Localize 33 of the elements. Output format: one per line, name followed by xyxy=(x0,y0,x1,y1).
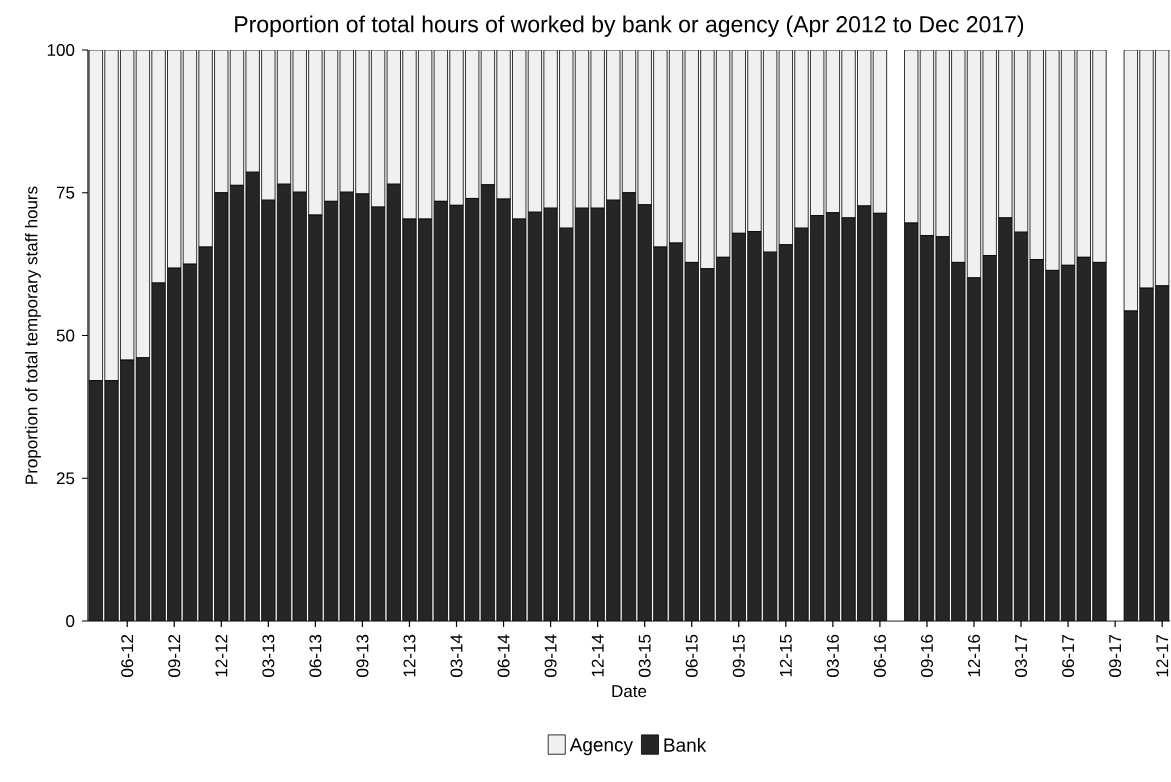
x-tick-label: 12-12 xyxy=(215,634,228,677)
x-tick-label: 06-16 xyxy=(873,634,886,677)
x-tick-label: 09-15 xyxy=(732,634,745,677)
legend-label: Agency xyxy=(569,738,634,756)
chart-title: Proportion of total hours of worked by bank or agency (Apr 2012 to Dec 2017) xyxy=(235,15,1024,37)
y-axis-title: Proportion of total temporary staff hours xyxy=(24,186,41,484)
x-tick-label: 09-13 xyxy=(356,634,369,677)
y-tick-label: 100 xyxy=(47,43,75,57)
x-tick-label: 06-13 xyxy=(309,634,322,677)
x-tick-label: 12-15 xyxy=(779,634,792,677)
x-tick-label: 03-17 xyxy=(1015,634,1028,677)
x-axis-title: Date xyxy=(612,685,647,698)
y-tick-label: 25 xyxy=(56,472,75,485)
x-tick-label: 06-14 xyxy=(497,634,510,677)
x-tick-label: 12-13 xyxy=(403,634,416,677)
x-tick-label: 06-12 xyxy=(121,634,134,677)
y-tick-label: 75 xyxy=(56,186,75,199)
x-tick-label: 12-16 xyxy=(968,634,981,677)
x-tick-label: 12-17 xyxy=(1156,634,1169,677)
x-tick-label: 12-14 xyxy=(591,634,604,677)
x-tick-label: 03-15 xyxy=(638,634,651,677)
y-tick-label: 50 xyxy=(56,329,75,342)
y-tick-label: 0 xyxy=(66,615,75,628)
x-tick-label: 09-14 xyxy=(544,634,557,677)
x-tick-label: 03-16 xyxy=(826,634,839,677)
x-tick-label: 09-17 xyxy=(1109,634,1122,677)
x-tick-label: 03-13 xyxy=(262,634,275,677)
x-tick-label: 06-15 xyxy=(685,634,698,677)
x-tick-label: 06-17 xyxy=(1062,634,1075,677)
x-tick-label: 09-16 xyxy=(920,634,933,677)
x-tick-label: 09-12 xyxy=(168,634,181,677)
x-tick-label: 03-14 xyxy=(450,634,463,677)
legend-label: Bank xyxy=(664,737,707,752)
